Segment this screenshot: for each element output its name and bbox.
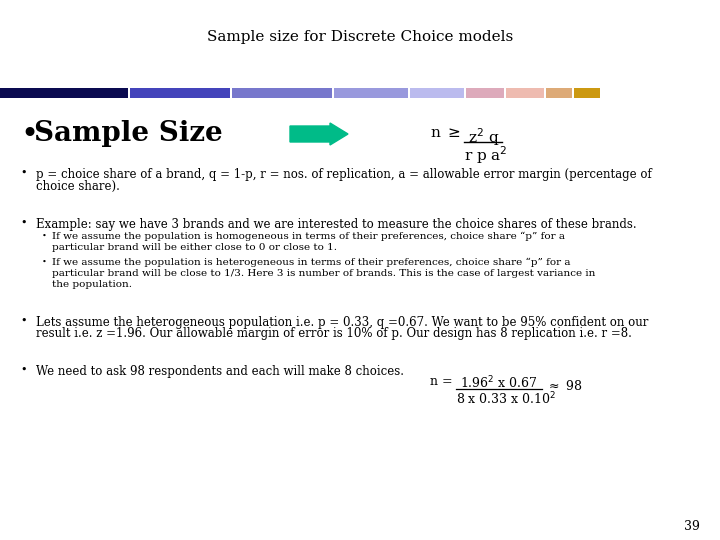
Bar [506,88,544,98]
Text: r p a$^{2}$: r p a$^{2}$ [464,144,508,166]
Text: Sample size for Discrete Choice models: Sample size for Discrete Choice models [207,30,513,44]
Text: Sample Size: Sample Size [34,120,222,147]
Bar [0,88,128,98]
Text: •: • [20,168,27,178]
Text: particular brand will be either close to 0 or close to 1.: particular brand will be either close to… [52,243,337,252]
Bar [546,88,572,98]
Text: choice share).: choice share). [36,180,120,193]
Bar [232,88,332,98]
Text: 8 x 0.33 x 0.10$^{2}$: 8 x 0.33 x 0.10$^{2}$ [456,391,557,408]
Bar [410,88,464,98]
Text: Example: say we have 3 brands and we are interested to measure the choice shares: Example: say we have 3 brands and we are… [36,218,636,231]
Text: •: • [20,120,38,151]
Text: •: • [42,258,47,266]
Text: •: • [20,365,27,375]
Text: n =: n = [430,375,453,388]
Text: n $\geq$: n $\geq$ [430,126,461,140]
Text: •: • [20,316,27,326]
Text: particular brand will be close to 1/3. Here 3 is number of brands. This is the c: particular brand will be close to 1/3. H… [52,269,595,278]
Bar [466,88,504,98]
Text: the population.: the population. [52,280,132,289]
Text: •: • [42,232,47,240]
Text: If we assume the population is homogeneous in terms of their preferences, choice: If we assume the population is homogeneo… [52,232,565,241]
Text: 1.96$^{2}$ x 0.67: 1.96$^{2}$ x 0.67 [460,375,538,392]
FancyArrow shape [290,123,348,145]
Text: $\approx$ 98: $\approx$ 98 [546,379,582,393]
Text: result i.e. z =1.96. Our allowable margin of error is 10% of p. Our design has 8: result i.e. z =1.96. Our allowable margi… [36,327,632,340]
Bar [574,88,600,98]
Text: If we assume the population is heterogeneous in terms of their preferences, choi: If we assume the population is heterogen… [52,258,570,267]
Text: 39: 39 [684,520,700,533]
Text: •: • [20,218,27,228]
Text: p = choice share of a brand, q = 1-p, r = nos. of replication, a = allowable err: p = choice share of a brand, q = 1-p, r … [36,168,652,181]
Text: Lets assume the heterogeneous population i.e. p = 0.33, q =0.67. We want to be 9: Lets assume the heterogeneous population… [36,316,649,329]
Bar [334,88,408,98]
Text: z$^{2}$ q: z$^{2}$ q [468,126,500,148]
Text: We need to ask 98 respondents and each will make 8 choices.: We need to ask 98 respondents and each w… [36,365,404,378]
Bar [130,88,230,98]
